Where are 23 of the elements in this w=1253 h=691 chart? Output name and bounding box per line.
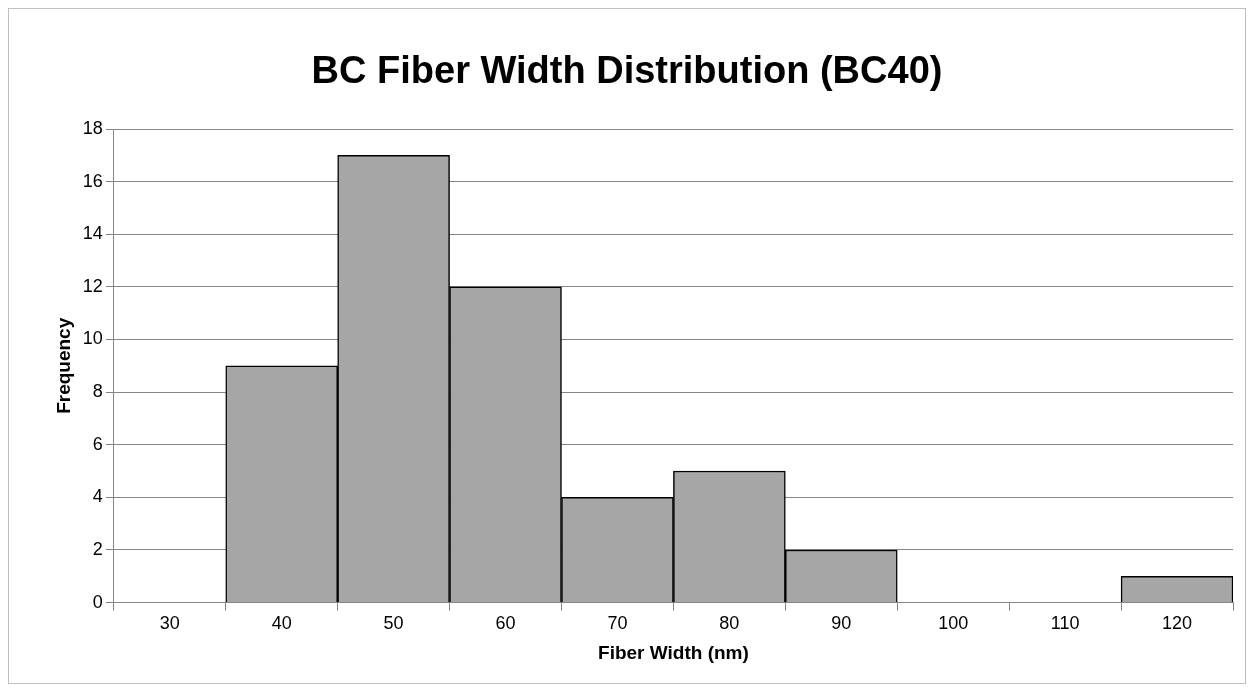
x-tick-label: 110	[1050, 613, 1080, 634]
x-tick-label: 50	[383, 613, 404, 634]
y-tick-label: 8	[92, 381, 103, 402]
y-tick-label: 14	[82, 223, 103, 244]
y-tick-label: 16	[82, 170, 103, 191]
x-tick-label: 120	[1162, 613, 1193, 634]
x-tick-label: 70	[607, 613, 628, 634]
y-tick-label: 18	[82, 117, 103, 138]
y-tick-label: 10	[82, 328, 103, 349]
x-tick-label: 60	[495, 613, 516, 634]
y-axis-title: Frequency	[52, 317, 74, 414]
y-tick-label: 0	[92, 591, 103, 612]
x-tick-label: 100	[938, 613, 969, 634]
y-tick-label: 12	[82, 275, 103, 296]
x-tick-label: 40	[271, 613, 292, 634]
x-tick-label: 90	[831, 613, 852, 634]
y-tick-label: 4	[92, 486, 103, 507]
x-axis-title: Fiber Width (nm)	[598, 641, 749, 663]
x-tick-label: 30	[159, 613, 180, 634]
chart-title: BC Fiber Width Distribution (BC40)	[310, 49, 944, 92]
x-tick-label: 80	[719, 613, 740, 634]
y-tick-label: 2	[92, 538, 103, 559]
y-tick-label: 6	[92, 433, 103, 454]
